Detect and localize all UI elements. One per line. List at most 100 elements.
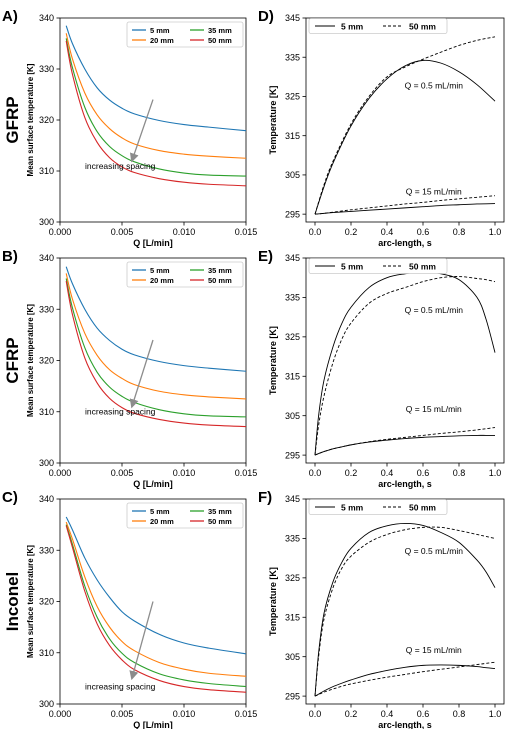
y-tick-label: 315: [285, 131, 300, 141]
y-axis-label: Mean surface temperature [K]: [26, 304, 35, 417]
x-tick-label: 1.0: [489, 709, 502, 719]
annotation-text: Q = 15 mL/min: [406, 404, 462, 414]
legend-label: 20 mm: [150, 276, 174, 285]
panel-label: F): [258, 489, 272, 506]
y-tick-label: 310: [39, 407, 54, 417]
y-tick-label: 320: [39, 356, 54, 366]
y-axis-label: Temperature [K]: [268, 86, 278, 155]
plot-frame: [305, 17, 505, 223]
x-axis-label: arc-length, s: [378, 720, 432, 729]
series-line-1: [65, 273, 246, 400]
series-group: [314, 271, 496, 456]
series-line-2: [65, 38, 246, 177]
y-axis-label: Mean surface temperature [K]: [26, 63, 35, 176]
series-line-1: [314, 276, 496, 456]
series-line-2: [65, 524, 246, 688]
panel-label: D): [258, 8, 274, 25]
y-axis-label: Temperature [K]: [268, 326, 278, 395]
legend-label: 35 mm: [208, 26, 232, 35]
y-tick-label: 300: [39, 217, 54, 227]
x-tick-label: 0.0: [309, 468, 322, 478]
x-axis-label: Q [L/min]: [133, 479, 173, 489]
legend-box: [308, 18, 448, 34]
series-line-0: [65, 516, 246, 655]
legend-label: 5 mm: [150, 26, 170, 35]
series-line-2: [314, 434, 495, 456]
series-group: [65, 266, 246, 428]
y-tick-label: 315: [285, 371, 300, 381]
spacing-arrow: [129, 601, 154, 681]
x-tick-label: 0.2: [345, 709, 358, 719]
x-tick-label: 0.015: [235, 709, 258, 719]
y-tick-label: 300: [39, 699, 54, 709]
row-label: CFRP: [3, 337, 22, 383]
annotation-text: Q = 0.5 mL/min: [405, 305, 464, 315]
annotation-text: Q = 15 mL/min: [406, 645, 462, 655]
legend-label: 5 mm: [150, 266, 170, 275]
series-group: [314, 36, 496, 215]
y-tick-label: 345: [285, 494, 300, 504]
plot-frame: [59, 17, 247, 223]
x-tick-label: 0.0: [309, 227, 322, 237]
chart-panel-4: E) 0.0 0.2 0.4 0.6 0.8 1.0 295 305 315 325 335 345 ar…: [258, 248, 505, 489]
y-tick-label: 305: [285, 170, 300, 180]
series-line-3: [65, 40, 246, 187]
series-line-1: [65, 33, 246, 159]
y-tick-label: 320: [39, 597, 54, 607]
y-tick-label: 340: [39, 13, 54, 23]
legend-label: 50 mm: [208, 517, 232, 526]
x-tick-label: 0.005: [111, 709, 134, 719]
legend-label: 35 mm: [208, 507, 232, 516]
x-tick-label: 0.6: [417, 709, 430, 719]
series-line-3: [314, 427, 496, 456]
series-line-3: [314, 661, 496, 697]
row-label: Inconel: [3, 572, 22, 632]
legend-label: 20 mm: [150, 36, 174, 45]
y-tick-label: 320: [39, 115, 54, 125]
y-tick-label: 340: [39, 253, 54, 263]
x-tick-label: 0.4: [381, 468, 394, 478]
y-tick-label: 295: [285, 691, 300, 701]
panel-label: A): [2, 8, 18, 25]
annotation-text: Q = 15 mL/min: [406, 187, 462, 197]
y-tick-label: 345: [285, 13, 300, 23]
legend-box: [308, 258, 448, 274]
x-tick-label: 0.8: [453, 227, 466, 237]
y-tick-label: 335: [285, 293, 300, 303]
series-line-2: [314, 203, 496, 215]
panel-label: E): [258, 248, 273, 265]
legend-box: [126, 502, 244, 529]
x-tick-label: 0.8: [453, 468, 466, 478]
annotation-text: increasing spacing: [85, 407, 156, 417]
x-tick-label: 0.000: [49, 468, 72, 478]
y-tick-label: 330: [39, 64, 54, 74]
chart-panel-2: C) Inconel 0.000 0.005 0.010 0.015 300 310 320 33…: [2, 489, 257, 729]
x-tick-label: 0.2: [345, 227, 358, 237]
x-tick-label: 1.0: [489, 468, 502, 478]
series-group: [65, 25, 246, 187]
series-line-1: [314, 36, 496, 215]
annotation-text: Q = 0.5 mL/min: [405, 546, 464, 556]
y-tick-label: 315: [285, 612, 300, 622]
plot-frame: [305, 498, 505, 705]
series-line-2: [65, 278, 246, 418]
y-tick-label: 295: [285, 450, 300, 460]
row-label: GFRP: [3, 96, 22, 143]
y-axis-label: Temperature [K]: [268, 567, 278, 636]
series-line-3: [65, 525, 246, 693]
y-tick-label: 300: [39, 458, 54, 468]
spacing-arrow: [129, 339, 154, 409]
legend-label: 5 mm: [341, 22, 364, 32]
legend-box: [308, 499, 448, 515]
y-tick-label: 325: [285, 92, 300, 102]
series-line-0: [314, 522, 496, 697]
chart-panel-3: D) 0.0 0.2 0.4 0.6 0.8 1.0 295 305 315 325 335 345 ar…: [258, 8, 505, 248]
y-tick-label: 305: [285, 411, 300, 421]
x-tick-label: 0.4: [381, 709, 394, 719]
x-tick-label: 0.015: [235, 227, 258, 237]
plot-frame: [305, 257, 505, 464]
series-line-1: [65, 521, 246, 677]
x-tick-label: 0.6: [417, 227, 430, 237]
x-tick-label: 0.010: [173, 468, 196, 478]
